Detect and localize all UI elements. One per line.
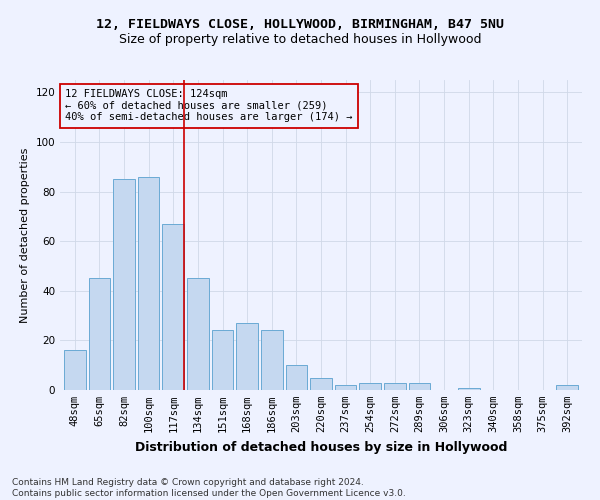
Text: 12 FIELDWAYS CLOSE: 124sqm
← 60% of detached houses are smaller (259)
40% of sem: 12 FIELDWAYS CLOSE: 124sqm ← 60% of deta… [65, 90, 353, 122]
X-axis label: Distribution of detached houses by size in Hollywood: Distribution of detached houses by size … [135, 440, 507, 454]
Text: Size of property relative to detached houses in Hollywood: Size of property relative to detached ho… [119, 32, 481, 46]
Bar [384, 382, 406, 390]
Bar [138, 176, 160, 390]
Bar [409, 382, 430, 390]
Bar [187, 278, 209, 390]
Bar [310, 378, 332, 390]
Bar [359, 382, 381, 390]
Text: 12, FIELDWAYS CLOSE, HOLLYWOOD, BIRMINGHAM, B47 5NU: 12, FIELDWAYS CLOSE, HOLLYWOOD, BIRMINGH… [96, 18, 504, 30]
Bar [163, 224, 184, 390]
Bar [458, 388, 479, 390]
Bar [556, 385, 578, 390]
Bar [335, 385, 356, 390]
Bar [286, 365, 307, 390]
Bar [236, 323, 258, 390]
Bar [64, 350, 86, 390]
Bar [113, 179, 135, 390]
Text: Contains HM Land Registry data © Crown copyright and database right 2024.
Contai: Contains HM Land Registry data © Crown c… [12, 478, 406, 498]
Bar [89, 278, 110, 390]
Bar [261, 330, 283, 390]
Bar [212, 330, 233, 390]
Y-axis label: Number of detached properties: Number of detached properties [20, 148, 30, 322]
